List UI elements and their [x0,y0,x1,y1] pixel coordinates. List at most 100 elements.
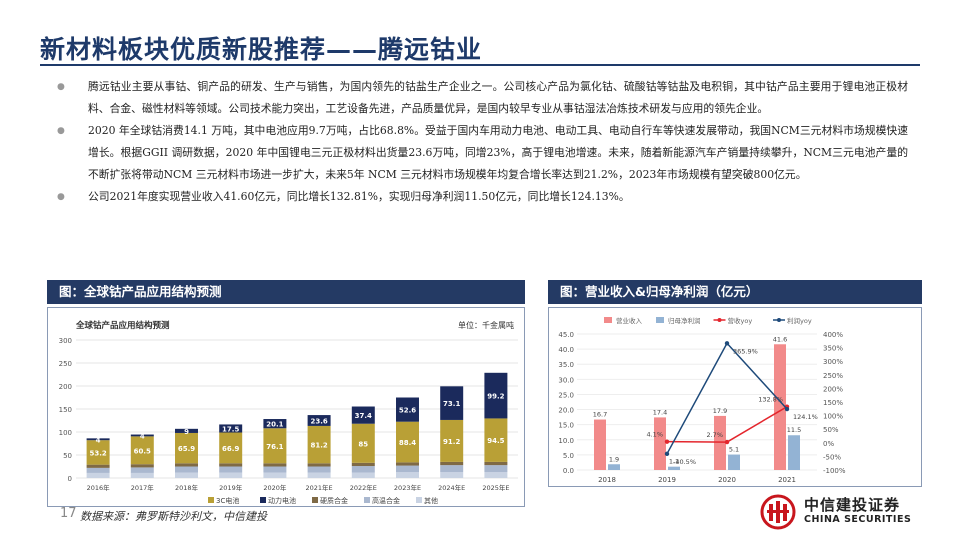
x-tick-label: 2021 [778,476,796,484]
source-note: 数据来源：弗罗斯特沙利文，中信建投 [80,510,267,523]
data-label: 85 [358,440,368,448]
data-label: 76.1 [266,443,283,451]
bullet-text: 2020 年全球钴消费14.1 万吨，其中电池应用9.7万吨，占比68.8%。受… [88,124,908,181]
data-label: 94.5 [487,437,504,445]
data-label: 132.8% [758,396,783,404]
y2-tick-label: 300% [823,358,843,366]
stacked-bar-segment [351,406,375,424]
stacked-bar-segment [484,418,508,462]
stacked-bar-segment [86,467,110,473]
data-label: 4.1% [646,431,663,439]
legend-swatch [717,318,722,322]
y2-tick-label: 100% [823,413,843,421]
y2-tick-label: -50% [823,453,841,461]
stacked-bar-segment [130,472,154,478]
stacked-bar-segment [484,465,508,473]
data-label: 52.6 [399,407,416,415]
bar [668,466,680,470]
y-tick-label: 20.0 [558,407,574,415]
bar [594,419,606,470]
x-tick-label: 2021年E [306,483,333,492]
x-tick-label: 2019年 [219,483,243,492]
legend-label: 高温合金 [372,496,400,505]
legend-label: 硬质合金 [320,496,348,505]
legend-swatch [777,318,781,322]
y-tick-label: 30.0 [558,376,574,384]
bullet-text: 腾远钴业主要从事钴、铜产品的研发、生产与销售，为国内领先的钴盐生产企业之一。公司… [88,80,908,115]
legend-swatch [416,497,422,503]
legend-label: 归母净利润 [668,316,701,325]
stacked-bar-segment [130,434,154,437]
stacked-bar-segment [484,461,508,466]
data-label: 20.1 [266,421,283,429]
y2-tick-label: 400% [823,331,843,339]
data-label: 17.9 [713,407,727,415]
y-tick-label: 5.0 [563,452,574,460]
line-point [664,451,670,457]
bar [774,344,786,470]
legend-label: 营收yoy [728,316,753,325]
logo-text-cn: 中信建投证券 [804,496,901,514]
y2-tick-label: 200% [823,385,843,393]
stacked-bar-segment [263,419,287,429]
legend-label: 营业收入 [616,316,643,325]
y-tick-label: 100 [59,429,72,437]
data-label: 99.2 [487,393,504,401]
bullet-dot-icon: ● [57,82,65,92]
data-label: 60.5 [134,447,151,455]
y-tick-label: 25.0 [558,391,574,399]
x-tick-label: 2019 [658,476,676,484]
stacked-bar-segment [307,425,331,464]
line-point [664,439,670,444]
legend-label: 其他 [424,496,438,505]
y-tick-label: 15.0 [558,422,574,430]
data-label: 5.1 [729,446,739,454]
legend-swatch [604,317,612,323]
y-tick-label: 40.0 [558,346,574,354]
bullet-item: ● 公司2021年度实现营业收入41.60亿元，同比增长132.81%，实现归母… [52,186,908,208]
data-label: 2.7% [706,431,723,439]
stacked-bar-segment [86,464,110,468]
data-label: 66.9 [222,445,239,453]
bullet-dot-icon: ● [57,192,65,202]
stacked-bar-segment [86,440,110,465]
stacked-bar-segment [351,423,375,463]
bar [608,464,620,470]
data-label: 73.1 [443,400,460,408]
y-tick-label: 45.0 [558,331,574,339]
stacked-bar-segment [130,436,154,465]
y2-tick-label: -100% [823,467,846,475]
data-label: 65.9 [178,445,195,453]
page-number: 17 [60,506,77,521]
stacked-bar-segment [440,465,464,473]
line-point [724,341,730,346]
stacked-bar-segment [219,466,243,473]
right-chart-panel: 0.0 5.0 10.0 15.0 20.0 25.0 30.0 35.0 40.0 45.0 -1… [548,307,922,487]
stacked-bar-segment [219,472,243,478]
bar [714,415,726,470]
stacked-bar-segment [440,472,464,478]
x-tick-label: 2024年E [438,483,465,492]
legend-label: 利润yoy [787,316,812,325]
bullet-item: ● 腾远钴业主要从事钴、铜产品的研发、生产与销售，为国内领先的钴盐生产企业之一。… [52,76,908,120]
left-panel-header: 图：全球钴产品应用结构预测 [47,280,525,304]
stacked-bar-segment [263,466,287,473]
x-tick-label: 2025年E [482,483,509,492]
legend-swatch [312,497,318,503]
chart-unit-label: 单位：千金属吨 [458,320,514,330]
data-label: 124.1% [793,413,818,421]
y-tick-label: 0 [68,475,72,483]
y-tick-label: 300 [59,337,72,345]
y2-tick-label: 250% [823,372,843,380]
y-tick-label: 50 [63,452,72,460]
x-tick-label: 2016年 [87,483,111,492]
y2-tick-label: 350% [823,345,843,353]
stacked-bar-segment [351,472,375,478]
stacked-bar-segment [351,466,375,473]
data-label: 1.1 [669,458,679,466]
data-label: 17.4 [653,408,667,416]
bullet-item: ● 2020 年全球钴消费14.1 万吨，其中电池应用9.7万吨，占比68.8%… [52,120,908,186]
stacked-bar-segment [175,466,198,473]
data-label: -40.5% [673,458,696,466]
legend-swatch [208,497,214,503]
